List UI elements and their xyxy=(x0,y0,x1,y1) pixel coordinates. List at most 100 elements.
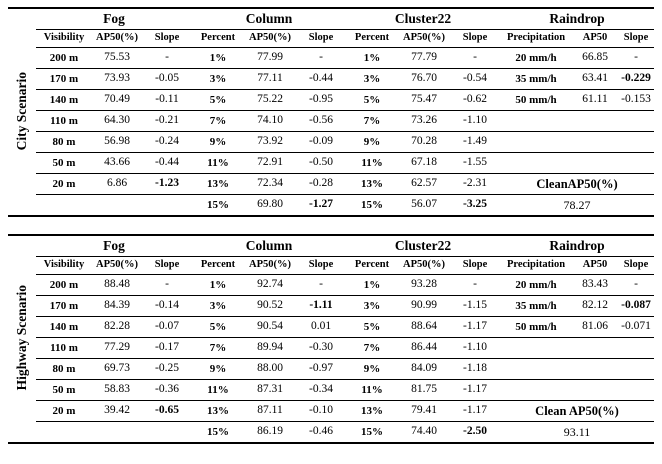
column-header: Slope xyxy=(142,256,192,275)
table-cell: 20 mm/h xyxy=(500,274,573,296)
table-cell: 81.75 xyxy=(398,379,451,401)
table-cell xyxy=(572,131,619,153)
table-cell: 74.10 xyxy=(244,110,296,132)
table-cell: 50 mm/h xyxy=(500,316,573,338)
table-row: 140 m 82.28 -0.07 5% 90.54 0.01 5% 88.64 -1.17 50… xyxy=(8,316,655,338)
table-cell: 83.43 xyxy=(572,274,619,296)
table-cell: 11% xyxy=(192,379,244,401)
table-cell: 1% xyxy=(192,274,244,296)
column-header: Visibility xyxy=(36,256,92,275)
table-cell: -1.49 xyxy=(450,131,501,153)
table-row: 140 m 70.49 -0.11 5% 75.22 -0.95 5% 75.47 -0.62 5… xyxy=(8,89,655,111)
table-cell: 77.11 xyxy=(244,68,296,90)
table-row: 170 m 73.93 -0.05 3% 77.11 -0.44 3% 76.70 -0.54 3… xyxy=(8,68,655,90)
table-cell: 20 mm/h xyxy=(500,47,573,69)
table-row: 80 m 56.98 -0.24 9% 73.92 -0.09 9% 70.28 -1.49 xyxy=(8,131,655,153)
table-cell: -0.25 xyxy=(142,358,192,380)
table-cell: 64.30 xyxy=(92,110,142,132)
table-row: 200 m 88.48-1% 92.74-1% 93.28-20 mm/h 83.43- xyxy=(8,274,655,296)
table-cell: 92.74 xyxy=(244,274,296,296)
table-cell: 15% xyxy=(361,425,384,438)
table-cell xyxy=(618,379,655,401)
table-cell: 1% xyxy=(192,47,244,69)
city-table-body: City Scenario Fog Column Cluster22 Raindrop V… xyxy=(8,9,655,216)
table-cell: 140 m xyxy=(36,89,92,111)
table-cell: -1.10 xyxy=(450,337,501,359)
table-cell xyxy=(142,422,192,443)
table-cell xyxy=(36,422,92,443)
table-cell: 15% xyxy=(207,198,229,211)
table-cell: -0.44 xyxy=(142,152,192,174)
table-cell: -0.62 xyxy=(450,89,501,111)
table-cell: 7% xyxy=(346,337,399,359)
table-cell: 69.73 xyxy=(92,358,142,380)
column-header: Slope xyxy=(618,256,655,275)
column-header-row: Visibility AP50(%) Slope Percent AP50(%) Slop… xyxy=(8,256,655,275)
table-cell: 200 m xyxy=(36,47,92,69)
group-header-cluster22: Cluster22 xyxy=(346,236,501,257)
group-header-raindrop: Raindrop xyxy=(500,236,655,257)
table-cell: 66.85 xyxy=(572,47,619,69)
table-cell: -1.55 xyxy=(450,152,501,174)
table-cell xyxy=(500,358,573,380)
table-cell: 73.93 xyxy=(92,68,142,90)
table-cell: -0.95 xyxy=(296,89,347,111)
table-cell: 7% xyxy=(346,110,399,132)
column-header: AP50 xyxy=(572,256,619,275)
table-cell: 5% xyxy=(192,89,244,111)
group-header-fog: Fog xyxy=(36,9,192,30)
table-cell xyxy=(618,110,655,132)
table-cell: 75.47 xyxy=(398,89,451,111)
group-header-raindrop: Raindrop xyxy=(500,9,655,30)
table-cell: 80 m xyxy=(36,358,92,380)
table-cell: -0.21 xyxy=(142,110,192,132)
table-cell: 15% xyxy=(207,425,229,438)
table-cell: -0.97 xyxy=(296,358,347,380)
table-cell: -0.50 xyxy=(296,152,347,174)
table-cell: 50 m xyxy=(36,152,92,174)
table-cell: 7% xyxy=(192,337,244,359)
scenario-label-cell: City Scenario xyxy=(8,9,36,215)
table-cell: 13% xyxy=(192,400,244,422)
column-header: Slope xyxy=(450,256,501,275)
table-cell xyxy=(500,337,573,359)
table-cell: 89.94 xyxy=(244,337,296,359)
table-cell: 3% xyxy=(346,295,399,317)
table-cell: 56.98 xyxy=(92,131,142,153)
table-cell: - xyxy=(142,274,192,296)
table-cell: -0.153 xyxy=(618,89,655,111)
table-cell: 58.83 xyxy=(92,379,142,401)
table-cell: 82.28 xyxy=(92,316,142,338)
table-cell: 170 m xyxy=(36,68,92,90)
table-cell: 110 m xyxy=(36,337,92,359)
table-cell: 78.27 xyxy=(563,198,591,212)
table-cell xyxy=(142,195,192,216)
table-cell: - xyxy=(450,274,501,296)
column-header: AP50(%) xyxy=(92,256,142,275)
table-cell xyxy=(92,195,142,216)
table-cell: 1% xyxy=(346,47,399,69)
city-scenario-table: City Scenario Fog Column Cluster22 Raindrop V… xyxy=(8,7,655,217)
group-header-row: City Scenario Fog Column Cluster22 Raindrop xyxy=(8,9,655,150)
page: { "tables": [ { "scenario": "City Scenar… xyxy=(0,7,662,464)
table-cell: 82.12 xyxy=(572,295,619,317)
table-cell: -0.09 xyxy=(296,131,347,153)
table-cell: 200 m xyxy=(36,274,92,296)
city-results-table: City Scenario Fog Column Cluster22 Raindrop V… xyxy=(8,9,655,216)
table-cell: 13% xyxy=(346,400,399,422)
table-cell: 7% xyxy=(192,110,244,132)
table-cell: -0.28 xyxy=(296,173,347,195)
table-cell: 69.80 xyxy=(257,198,283,211)
table-cell xyxy=(572,110,619,132)
table-cell: 170 m xyxy=(36,295,92,317)
table-cell: -0.44 xyxy=(296,68,347,90)
table-cell: 5% xyxy=(192,316,244,338)
table-cell: 6.86 xyxy=(92,173,142,195)
column-header: AP50(%) xyxy=(244,29,296,48)
table-cell: 140 m xyxy=(36,316,92,338)
table-cell: 35 mm/h xyxy=(500,68,573,90)
table-cell xyxy=(92,422,142,443)
table-row: 110 m 64.30 -0.21 7% 74.10 -0.56 7% 73.26 -1.10 xyxy=(8,110,655,132)
table-cell: 93.11 xyxy=(563,425,591,439)
table-cell: Clean AP50(%) xyxy=(500,400,655,422)
